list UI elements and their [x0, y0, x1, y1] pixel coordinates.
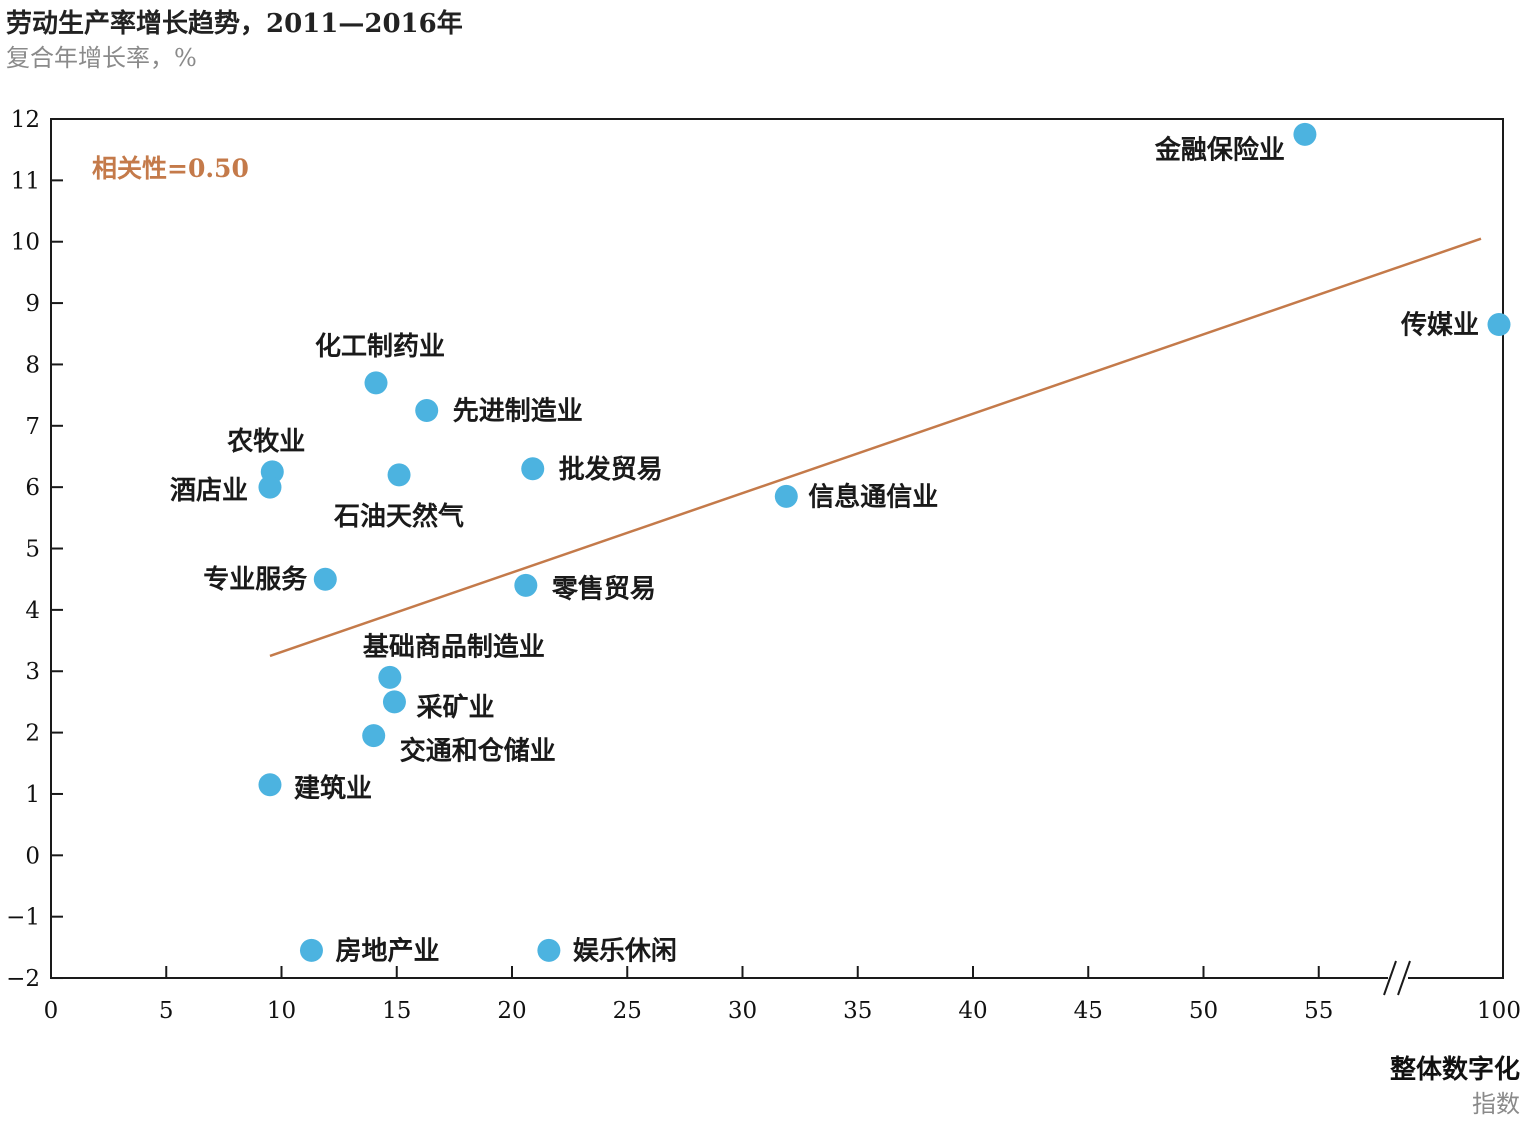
- point-label: 农牧业: [226, 427, 305, 457]
- data-point: [1293, 122, 1317, 146]
- x-axis: 0 5 10 15 20 25 30 35 40 45 50 55 100: [44, 966, 1521, 1024]
- point-label: 建筑业: [294, 773, 372, 804]
- y-tick-label: 0: [25, 843, 40, 869]
- x-tick-label: 100: [1477, 998, 1521, 1024]
- x-tick-label: 25: [613, 998, 642, 1024]
- data-point: [378, 665, 402, 689]
- point-label: 石油天然气: [333, 501, 464, 532]
- data-point: [514, 573, 538, 597]
- data-point: [364, 371, 388, 395]
- x-tick-label: 10: [267, 998, 296, 1024]
- point-label: 交通和仓储业: [400, 736, 556, 767]
- x-tick-label: 50: [1189, 998, 1218, 1024]
- data-point: [258, 773, 282, 797]
- x-tick-label: 55: [1304, 998, 1333, 1024]
- correlation-label: 相关性=0.50: [92, 154, 249, 183]
- x-tick-label: 0: [44, 998, 59, 1024]
- point-label: 采矿业: [416, 692, 494, 723]
- y-tick-label: 7: [25, 414, 40, 440]
- data-point: [387, 463, 411, 487]
- y-tick-label: 1: [25, 782, 40, 808]
- y-tick-label: 8: [25, 352, 40, 378]
- plot-frame: [50, 118, 1504, 979]
- point-label: 先进制造业: [453, 396, 583, 426]
- data-point: [299, 938, 323, 962]
- point-label: 房地产业: [335, 936, 439, 966]
- data-points: [258, 122, 1511, 962]
- y-tick-label: 4: [25, 598, 40, 624]
- data-point: [774, 484, 798, 508]
- data-point: [537, 938, 561, 962]
- data-point: [1487, 313, 1511, 337]
- chart-title: 劳动生产率增长趋势，2011—2016年: [6, 8, 463, 39]
- data-point: [362, 724, 386, 748]
- trend-line: [269, 237, 1482, 658]
- axis-break-marker: [1383, 960, 1411, 996]
- y-tick-label: 5: [25, 537, 40, 563]
- point-label: 专业服务: [203, 565, 307, 595]
- x-axis-sublabel: 指数: [1472, 1090, 1520, 1118]
- x-tick-label: 35: [843, 998, 872, 1024]
- point-label: 信息通信业: [808, 481, 938, 512]
- y-tick-label: 3: [25, 659, 40, 685]
- x-tick-label: 30: [728, 998, 757, 1024]
- y-tick-label: 10: [11, 230, 40, 256]
- y-tick-label: 2: [25, 721, 40, 747]
- x-tick-label: 5: [159, 998, 174, 1024]
- point-label: 传媒业: [1400, 311, 1479, 341]
- y-tick-label: −1: [6, 905, 40, 931]
- y-tick-label: 6: [25, 475, 40, 501]
- x-axis-label: 整体数字化: [1390, 1054, 1520, 1085]
- data-point: [521, 457, 545, 481]
- data-point: [382, 690, 406, 714]
- data-point: [415, 398, 439, 422]
- x-tick-label: 20: [497, 998, 526, 1024]
- point-label: 金融保险业: [1154, 134, 1285, 165]
- point-label: 娱乐休闲: [573, 936, 677, 966]
- y-tick-label: 12: [11, 107, 40, 133]
- point-label: 批发贸易: [559, 454, 663, 485]
- y-tick-label: 9: [25, 291, 40, 317]
- point-label: 基础商品制造业: [363, 631, 545, 662]
- y-tick-label: −2: [6, 966, 40, 992]
- chart-subtitle: 复合年增长率，%: [6, 44, 197, 72]
- point-label: 零售贸易: [552, 573, 656, 604]
- point-label: 酒店业: [170, 476, 248, 506]
- y-tick-label: 11: [11, 168, 40, 194]
- data-point: [258, 475, 282, 499]
- x-tick-label: 15: [382, 998, 411, 1024]
- x-tick-label: 45: [1074, 998, 1103, 1024]
- x-tick-label: 40: [958, 998, 987, 1024]
- point-label: 化工制药业: [315, 332, 445, 362]
- data-point: [313, 567, 337, 591]
